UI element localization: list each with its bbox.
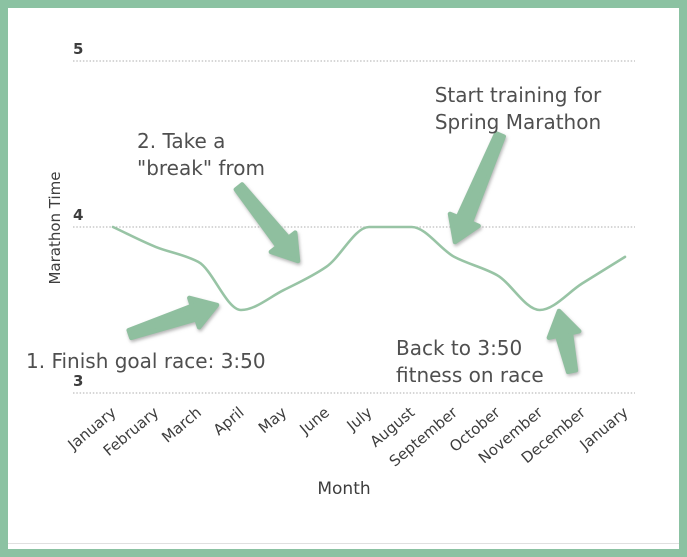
x-tick-label-march-2: March [158,403,205,446]
x-axis-title: Month [317,479,371,499]
annotation-take-break: 2. Take a "break" from [137,129,265,180]
annotation-back-to-fitness: Back to 3:50 fitness on race [396,336,544,387]
annotation-arrow-start-training [447,131,506,245]
y-tick-label-5: 5 [73,40,83,58]
annotation-arrow-finish-goal-race [126,295,220,341]
content-bottom-edge [8,543,679,544]
annotation-start-training: Start training for Spring Marathon [434,83,602,134]
x-tick-label-may-4: May [255,403,290,437]
x-tick-label-january-12: January [576,403,632,454]
y-tick-label-3: 3 [73,372,83,390]
annotation-arrow-back-to-fitness [546,308,582,375]
marathon-time-line [111,225,627,312]
annotation-arrow-take-break [233,182,301,264]
annotation-finish-goal-race: 1. Finish goal race: 3:50 [26,349,266,373]
x-tick-label-july-6: July [343,403,376,435]
y-tick-label-4: 4 [73,206,83,224]
x-tick-label-june-5: June [296,403,333,438]
x-tick-label-april-3: April [210,403,248,439]
y-axis-title: Marathon Time [46,171,64,285]
